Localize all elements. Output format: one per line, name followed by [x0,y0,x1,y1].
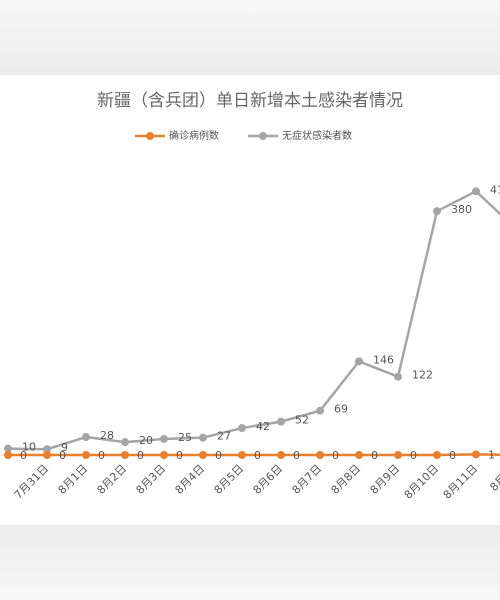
data-point [160,451,168,459]
data-point [121,451,129,459]
data-point [277,417,285,426]
data-point [43,451,51,459]
data-point [472,450,480,459]
x-tick-label: 8月2日 [95,462,130,497]
data-point [121,438,129,447]
data-label: 122 [412,369,433,382]
legend-label: 无症状感染者数 [282,129,352,142]
x-tick-label: 8月1日 [56,462,91,497]
data-label: 0 [293,449,300,462]
x-tick-label: 8月7日 [290,462,325,497]
data-point [82,451,90,459]
data-label: 10 [22,441,36,454]
x-tick-label: 8月10日 [402,462,442,502]
data-label: 25 [178,431,192,444]
series-line [8,453,500,457]
data-point [82,433,90,442]
x-tick-label: 8月6日 [251,462,286,497]
data-point [316,406,324,415]
data-point [394,372,402,381]
x-tick-label: 8月11日 [441,462,481,502]
data-point [355,357,363,366]
data-point [4,451,12,459]
x-tick-label: 8月3日 [134,462,169,497]
data-label: 0 [410,449,417,462]
data-label: 0 [20,449,27,462]
data-point [199,451,207,459]
data-label: 0 [176,449,183,462]
data-point [277,451,285,459]
x-tick-label: 7月31日 [12,462,52,502]
x-tick-label: 8月9日 [368,462,403,497]
data-point [238,451,246,459]
data-label: 69 [334,403,348,416]
blurred-footer [0,525,500,600]
data-label: 41 [490,183,500,196]
data-label: 1 [488,448,495,461]
data-label: 146 [373,353,394,366]
data-point [316,451,324,459]
series-line [7,189,500,451]
data-label: 20 [139,434,153,447]
chart-title: 新疆（含兵团）单日新增本土感染者情况 [97,91,403,111]
data-label: 52 [295,414,309,427]
data-label: 0 [371,449,378,462]
data-label: 27 [217,430,231,443]
plot: 7月31日 8月1日 8月2日 8月3日 8月4日 8月5日 8月6日 8月7日 8月8日 8月9… [0,183,500,502]
data-label: 0 [449,449,456,462]
x-tick-label: 8月5日 [212,462,247,497]
data-label: 0 [137,449,144,462]
legend-label: 确诊病例数 [169,129,219,142]
data-point [433,451,441,459]
data-point [4,444,12,453]
data-point [355,451,363,459]
data-point [160,434,168,443]
data-label: 28 [100,429,114,442]
data-point [199,433,207,442]
data-label: 0 [215,449,222,462]
data-point [43,445,51,454]
legend-marker [259,132,267,140]
data-label: 0 [98,449,105,462]
data-label: 0 [254,449,261,462]
data-label: 0 [332,449,339,462]
data-label: 42 [256,420,270,433]
x-tick-label: 8月4日 [173,462,208,497]
data-point [472,187,480,196]
data-label: 9 [61,441,68,454]
x-tick-label: 8月12 [487,462,500,494]
legend-marker [146,132,154,140]
data-point [433,207,441,216]
x-tick-label: 8月8日 [329,462,364,497]
data-point [394,451,402,459]
data-label: 0 [59,449,66,462]
data-point [238,424,246,433]
blurred-header [0,0,500,75]
data-label: 380 [451,203,472,216]
